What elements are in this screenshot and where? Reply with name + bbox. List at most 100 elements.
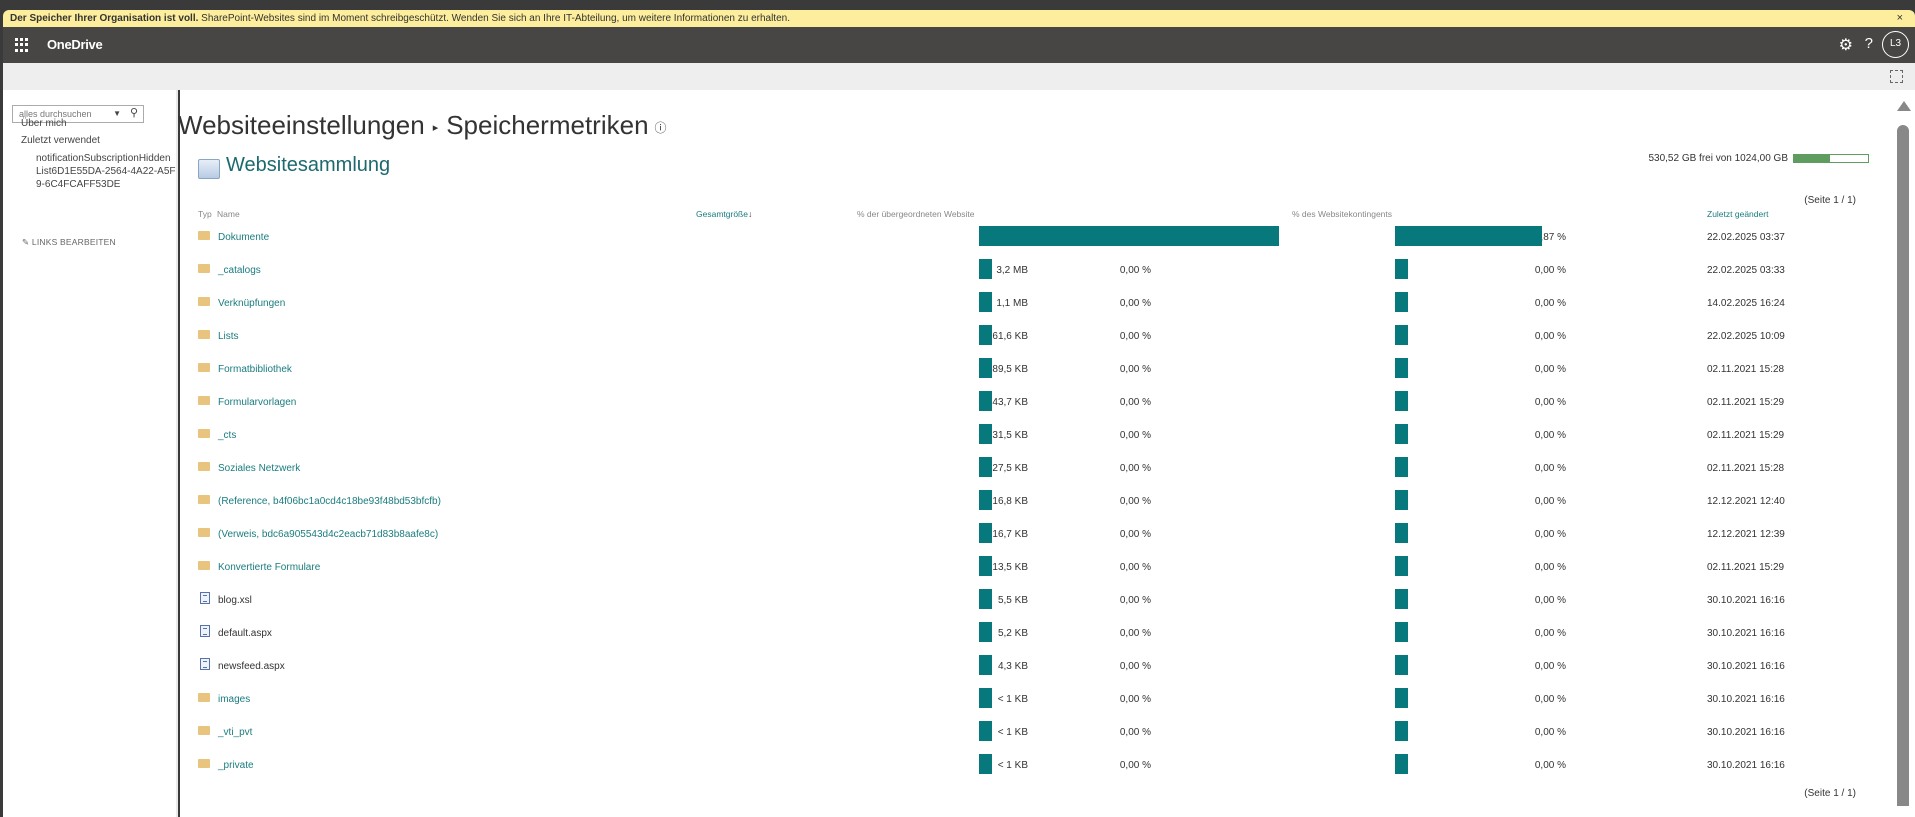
header-pct-quota: % des Websitekontingents — [1292, 209, 1393, 219]
pct-quota-bar — [1395, 226, 1542, 246]
search-input[interactable]: alles durchsuchen ▼ ⚲ — [12, 105, 144, 123]
help-icon[interactable]: ? — [1864, 35, 1873, 52]
pct-quota-bar — [1395, 259, 1408, 279]
breadcrumb-parent[interactable]: Websiteeinstellungen — [178, 110, 425, 140]
item-name[interactable]: _vti_pvt — [218, 727, 253, 738]
notice-text: SharePoint-Websites sind im Moment schre… — [198, 13, 790, 24]
pct-quota: 0,00 % — [1534, 298, 1566, 309]
quota-bar — [1793, 154, 1869, 163]
close-icon[interactable]: × — [1896, 12, 1903, 24]
pct-parent-bar — [979, 523, 992, 543]
scroll-up-icon[interactable] — [1897, 101, 1911, 111]
scrollbar[interactable] — [1891, 90, 1915, 817]
pencil-icon: ✎ — [22, 237, 32, 247]
table-row: _catalogs 3,2 MB 0,00 % 0,00 % 22.02.202… — [180, 259, 1891, 298]
header-pct-parent: % der übergeordneten Website — [857, 209, 975, 219]
item-name[interactable]: default.aspx — [218, 628, 272, 639]
item-size: 13,5 KB — [992, 562, 1028, 573]
pct-parent-bar — [979, 391, 992, 411]
pct-quota-bar — [1395, 556, 1408, 576]
pct-quota: 0,00 % — [1534, 496, 1566, 507]
pct-quota-bar — [1395, 457, 1408, 477]
file-icon — [200, 625, 210, 637]
pct-parent: 0,00 % — [1119, 364, 1151, 375]
item-name[interactable]: Soziales Netzwerk — [218, 463, 301, 474]
item-name[interactable]: images — [218, 694, 251, 705]
pct-parent: 0,00 % — [1119, 595, 1151, 606]
pct-parent: 0,00 % — [1119, 661, 1151, 672]
header-modified[interactable]: Zuletzt geändert — [1707, 209, 1769, 219]
scrollbar-thumb[interactable] — [1897, 125, 1909, 806]
focus-mode-icon[interactable] — [1890, 70, 1903, 83]
search-placeholder: alles durchsuchen — [19, 109, 92, 119]
table-row: Lists 261,6 KB 0,00 % 0,00 % 22.02.2025 … — [180, 325, 1891, 364]
pct-quota-bar — [1395, 589, 1408, 609]
modified-date: 30.10.2021 16:16 — [1707, 694, 1785, 705]
pct-quota-bar — [1395, 688, 1408, 708]
nav-recent-item[interactable]: notificationSubscriptionHiddenList6D1E55… — [36, 153, 176, 190]
pct-quota-bar — [1395, 358, 1408, 378]
item-size: < 1 KB — [997, 727, 1028, 738]
nav-about-me[interactable]: Über mich — [21, 118, 67, 129]
modified-date: 30.10.2021 16:16 — [1707, 760, 1785, 771]
item-size: 5,5 KB — [997, 595, 1028, 606]
modified-date: 30.10.2021 16:16 — [1707, 595, 1785, 606]
item-name[interactable]: blog.xsl — [218, 595, 252, 606]
pct-parent: 0,00 % — [1119, 694, 1151, 705]
pct-parent: 0,00 % — [1119, 298, 1151, 309]
folder-icon — [198, 231, 210, 240]
chevron-down-icon[interactable]: ▼ — [113, 109, 121, 118]
file-icon — [200, 658, 210, 670]
item-name[interactable]: _cts — [218, 430, 237, 441]
item-name[interactable]: _catalogs — [218, 265, 261, 276]
item-name[interactable]: Konvertierte Formulare — [218, 562, 321, 573]
item-name[interactable]: Verknüpfungen — [218, 298, 286, 309]
item-name[interactable]: Formatbibliothek — [218, 364, 292, 375]
pct-parent-bar — [979, 424, 992, 444]
item-size: 4,3 KB — [997, 661, 1028, 672]
search-icon[interactable]: ⚲ — [129, 107, 138, 119]
item-name[interactable]: (Verweis, bdc6a905543d4c2eacb71d83b8aafe… — [218, 529, 439, 540]
item-size: < 1 KB — [997, 760, 1028, 771]
folder-icon — [198, 264, 210, 273]
nav-recent[interactable]: Zuletzt verwendet — [21, 135, 100, 146]
table-row: (Reference, b4f06bc1a0cd4c18be93f48bd53b… — [180, 490, 1891, 529]
item-name[interactable]: (Reference, b4f06bc1a0cd4c18be93f48bd53b… — [218, 496, 441, 507]
modified-date: 30.10.2021 16:16 — [1707, 727, 1785, 738]
table-row: _private < 1 KB 0,00 % 0,00 % 30.10.2021… — [180, 754, 1891, 793]
pct-quota: 0,00 % — [1534, 463, 1566, 474]
folder-icon — [198, 693, 210, 702]
pct-parent: 0,00 % — [1119, 397, 1151, 408]
pct-quota: 0,00 % — [1534, 364, 1566, 375]
brand-onedrive[interactable]: OneDrive — [47, 37, 103, 52]
app-launcher-icon[interactable] — [15, 38, 29, 52]
modified-date: 12.12.2021 12:40 — [1707, 496, 1785, 507]
breadcrumb-separator-icon: ▸ — [432, 121, 439, 134]
modified-date: 02.11.2021 15:29 — [1707, 397, 1785, 408]
avatar[interactable]: L3 — [1882, 31, 1909, 58]
edit-links-button[interactable]: ✎ LINKS BEARBEITEN — [22, 237, 116, 248]
item-name[interactable]: Formularvorlagen — [218, 397, 297, 408]
pct-quota: 0,00 % — [1534, 595, 1566, 606]
pct-parent: 0,00 % — [1119, 265, 1151, 276]
modified-date: 22.02.2025 03:33 — [1707, 265, 1785, 276]
item-name[interactable]: Dokumente — [218, 232, 270, 243]
item-name[interactable]: newsfeed.aspx — [218, 661, 285, 672]
pct-quota: 0,00 % — [1534, 265, 1566, 276]
header-size[interactable]: Gesamtgröße↓ — [696, 209, 752, 219]
folder-icon — [198, 462, 210, 471]
info-icon[interactable]: ⓘ — [654, 120, 667, 135]
item-size: 5,2 KB — [997, 628, 1028, 639]
sort-desc-icon: ↓ — [747, 209, 753, 219]
pct-parent: 0,00 % — [1119, 727, 1151, 738]
modified-date: 02.11.2021 15:28 — [1707, 463, 1785, 474]
folder-icon — [198, 429, 210, 438]
item-name[interactable]: Lists — [218, 331, 239, 342]
item-size: 16,8 KB — [992, 496, 1028, 507]
item-name[interactable]: _private — [218, 760, 254, 771]
table-row: images < 1 KB 0,00 % 0,00 % 30.10.2021 1… — [180, 688, 1891, 727]
storage-full-notice: Der Speicher Ihrer Organisation ist voll… — [3, 10, 1915, 27]
gear-icon[interactable]: ⚙ — [1838, 37, 1853, 54]
modified-date: 02.11.2021 15:29 — [1707, 562, 1785, 573]
page-title: Websiteeinstellungen ▸ Speichermetriken ⓘ — [178, 110, 667, 141]
